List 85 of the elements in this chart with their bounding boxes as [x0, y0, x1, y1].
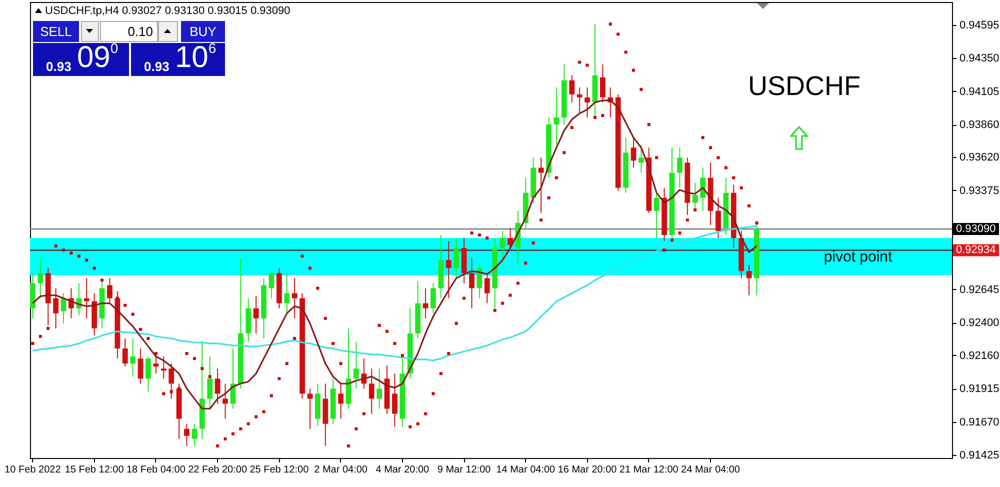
candlestick: [284, 272, 290, 314]
y-tick-label: 0.92645: [960, 284, 1000, 296]
annotation: SELL: [33, 21, 79, 42]
candlestick: [446, 240, 452, 299]
candlestick: [554, 86, 560, 146]
candlestick: [600, 64, 606, 103]
candlestick: [107, 278, 112, 304]
y-tick-label: 0.91425: [960, 450, 1000, 462]
annotation: 0.93: [46, 59, 72, 74]
candlestick: [430, 282, 436, 314]
y-tick-label: 0.91915: [960, 383, 1000, 396]
line-series: [32, 225, 758, 362]
ref-line-label: 0.92934: [956, 244, 996, 256]
candlestick: [253, 296, 259, 334]
candlestick: [677, 147, 682, 188]
candlestick: [184, 423, 190, 446]
annotation: BUY: [190, 24, 216, 39]
x-tick-label: 21 Mar 12:00: [619, 464, 679, 476]
x-tick-label: 18 Feb 04:00: [126, 464, 186, 476]
candlestick: [569, 74, 575, 103]
candlestick: [454, 238, 460, 279]
annotation: 0.10: [128, 24, 153, 39]
candlestick: [160, 356, 166, 380]
y-tick-label: 0.92400: [960, 317, 1000, 330]
candlestick: [38, 260, 44, 299]
candlestick: [168, 363, 174, 400]
x-tick-label: 16 Mar 20:00: [558, 464, 618, 476]
candlestick: [146, 356, 151, 392]
candlestick: [368, 368, 374, 414]
candlestick: [576, 86, 582, 113]
candlestick: [538, 157, 544, 214]
candlestick: [84, 278, 90, 319]
candlestick: [130, 338, 136, 378]
candlestick: [469, 258, 474, 309]
x-tick-label: 4 Mar 20:00: [376, 464, 430, 476]
candlestick: [354, 340, 359, 390]
x-tick-label: 25 Feb 12:00: [250, 464, 310, 476]
annotation: 09$^{0}$: [77, 40, 118, 74]
x-tick-label: 9 Mar 12:00: [437, 464, 492, 476]
y-tick-label: 0.93860: [960, 119, 1000, 132]
candlestick: [654, 192, 660, 239]
y-tick-label: 0.93375: [960, 184, 1000, 197]
candlestick: [53, 288, 58, 329]
candlestick: [338, 383, 344, 420]
y-tick-label: 0.93620: [960, 152, 1000, 164]
candlestick: [207, 356, 213, 410]
x-tick-label: 15 Feb 12:00: [64, 464, 124, 476]
candlestick: [376, 368, 382, 410]
candlestick: [630, 137, 636, 168]
ref-line-label: 0.93090: [956, 223, 996, 236]
candlestick: [192, 423, 198, 446]
candlestick: [584, 86, 590, 118]
candlestick: [138, 348, 144, 384]
chart-title: USDCHF.tp,H4 0.93027 0.93130 0.93015 0.93090: [45, 5, 290, 17]
candlestick: [214, 368, 220, 404]
candlestick: [508, 227, 513, 249]
candlestick: [392, 373, 398, 428]
y-tick-label: 0.94105: [960, 86, 1000, 98]
y-tick-label: 0.91670: [960, 416, 1000, 428]
candlestick: [122, 338, 128, 368]
candlestick: [307, 388, 313, 430]
annotation: 0.93: [144, 59, 170, 74]
x-tick-label: 2 Mar 04:00: [314, 464, 368, 476]
x-tick-label: 24 Mar 04:00: [681, 464, 740, 476]
candlestick: [700, 167, 706, 212]
y-tick-label: 0.92160: [960, 350, 1000, 362]
x-tick-label: 14 Mar 04:00: [496, 464, 556, 476]
annotation: USDCHF: [748, 71, 860, 102]
candlestick: [292, 278, 298, 319]
band-label: pivot point: [824, 248, 894, 266]
candlestick: [153, 356, 159, 374]
x-tick-label: 10 Feb 2022: [4, 464, 62, 476]
candlestick: [422, 288, 428, 319]
candlestick: [746, 264, 752, 296]
candlestick: [692, 182, 698, 212]
candlestick: [716, 197, 721, 239]
candlestick: [222, 383, 228, 420]
candlestick: [500, 230, 506, 264]
candlestick: [638, 144, 644, 174]
x-tick-label: 22 Feb 20:00: [188, 464, 248, 476]
y-tick-label: 0.94595: [960, 19, 1000, 32]
candlestick: [484, 272, 490, 304]
candlestick: [268, 270, 274, 299]
y-tick-label: 0.94350: [960, 52, 1000, 65]
annotation: 10$^{6}$: [175, 40, 216, 74]
